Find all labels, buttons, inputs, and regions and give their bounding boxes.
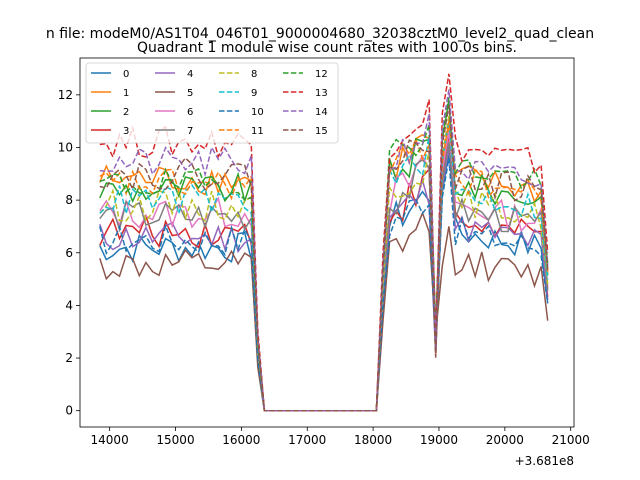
- x-axis: 14000 15000 16000 17000 18000 19000 20000 21000: [91, 427, 590, 447]
- series-line-12: [99, 97, 549, 412]
- series-line-7: [99, 142, 549, 412]
- x-tick-label: 14000: [91, 433, 129, 447]
- legend-label: 6: [187, 107, 193, 118]
- series-line-11: [99, 121, 549, 412]
- legend-label: 1: [123, 88, 129, 99]
- legend-label: 3: [123, 126, 129, 137]
- x-tick-label: 15000: [156, 433, 194, 447]
- series-line-8: [99, 115, 549, 412]
- y-tick-label: 0: [65, 404, 73, 418]
- legend-label: 10: [251, 107, 264, 118]
- legend-box: [85, 62, 339, 144]
- legend-label: 8: [251, 69, 257, 80]
- chart-suptitle: n file: modeM0/AS1T04_046T01_9000004680_…: [46, 26, 594, 42]
- legend-label: 4: [187, 69, 193, 80]
- y-tick-label: 4: [65, 298, 73, 312]
- legend-label: 14: [315, 107, 328, 118]
- x-tick-label: 17000: [288, 433, 326, 447]
- series-line-1: [99, 126, 549, 412]
- legend-label: 11: [251, 126, 264, 137]
- series-line-15: [99, 105, 549, 412]
- series-line-14: [99, 89, 549, 412]
- x-tick-label: 18000: [354, 433, 392, 447]
- series-layer: [99, 73, 549, 412]
- x-tick-label: 16000: [222, 433, 260, 447]
- legend-label: 0: [123, 69, 129, 80]
- y-tick-label: 6: [65, 246, 73, 260]
- legend-label: 7: [187, 126, 193, 137]
- x-tick-label: 21000: [552, 433, 590, 447]
- y-axis: 0 2 4 6 8 10 12: [58, 88, 80, 418]
- legend-label: 15: [315, 126, 328, 137]
- legend-label: 9: [251, 88, 257, 99]
- chart-title: Quadrant 1 module wise count rates with …: [137, 40, 517, 56]
- y-tick-label: 12: [58, 88, 73, 102]
- legend-label: 5: [187, 88, 193, 99]
- y-tick-label: 2: [65, 351, 73, 365]
- legend-label: 2: [123, 107, 129, 118]
- series-line-9: [99, 121, 549, 412]
- legend-label: 13: [315, 88, 328, 99]
- x-tick-label: 20000: [486, 433, 524, 447]
- series-line-0: [99, 152, 549, 412]
- y-tick-label: 10: [58, 140, 73, 154]
- x-offset-label: +3.681e8: [515, 454, 574, 468]
- plot-frame: [79, 57, 575, 428]
- legend-label: 12: [315, 69, 328, 80]
- series-line-5: [99, 210, 549, 412]
- y-tick-label: 8: [65, 193, 73, 207]
- x-tick-label: 19000: [420, 433, 458, 447]
